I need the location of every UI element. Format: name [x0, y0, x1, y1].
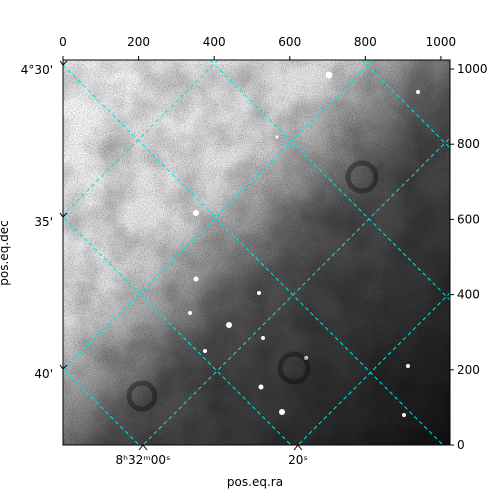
y-tick-label: 400 — [457, 288, 480, 302]
ra-tick-label: 8ʰ32ᵐ00ˢ — [116, 453, 171, 467]
x-tick-label: 800 — [354, 35, 377, 49]
y-tick-label: 600 — [457, 212, 480, 226]
ra-tick-label: 20ˢ — [288, 453, 308, 467]
dec-tick — [59, 364, 68, 370]
y-axis-label: pos.eq.dec — [0, 220, 11, 285]
x-tick-label: 400 — [203, 35, 226, 49]
x-tick-label: 0 — [59, 35, 67, 49]
x-tick-label: 200 — [127, 35, 150, 49]
dec-tick — [59, 60, 68, 66]
dec-tick-label: 4°30' — [21, 63, 53, 77]
x-tick-label: 1000 — [426, 35, 457, 49]
dec-tick — [59, 212, 68, 218]
dec-tick-label: 40' — [34, 367, 53, 381]
frame — [62, 59, 451, 446]
y-tick-label: 800 — [457, 137, 480, 151]
dec-tick-label: 35' — [34, 215, 53, 229]
x-tick-label: 600 — [278, 35, 301, 49]
image — [63, 60, 450, 445]
y-tick-label: 200 — [457, 363, 480, 377]
ra-tick — [138, 444, 148, 451]
y-tick-label: 0 — [457, 438, 465, 452]
y-tick-label: 1000 — [457, 62, 488, 76]
x-axis-label: pos.eq.ra — [227, 475, 283, 489]
ra-tick — [293, 444, 303, 451]
